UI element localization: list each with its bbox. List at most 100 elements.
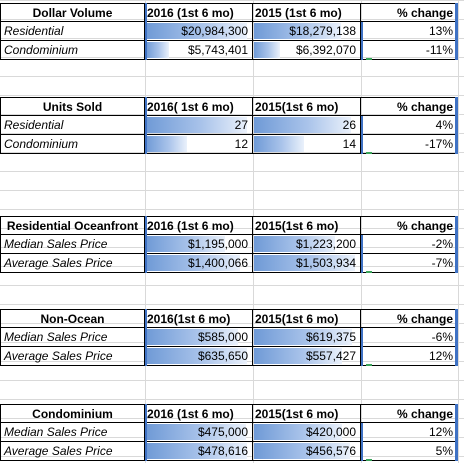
selection-edge [145,404,147,461]
row-label[interactable]: Median Sales Price [0,328,145,347]
value-2016[interactable]: $1,400,066 [145,254,253,273]
column-header-2015[interactable]: 2015 (1st 6 mo) [253,3,361,22]
column-header-change[interactable]: % change [361,216,458,235]
value-2016[interactable]: $1,195,000 [145,235,253,254]
percent-change[interactable]: -11% [361,41,458,60]
table-title[interactable]: Units Sold [0,97,145,116]
value-2015[interactable]: $420,000 [253,423,361,442]
gridline-horizontal [0,380,464,381]
data-bar [254,424,343,440]
value-2016-text: $635,650 [197,349,248,363]
value-2016-text: $1,195,000 [187,237,248,251]
row-label[interactable]: Average Sales Price [0,347,145,366]
percent-change[interactable]: 5% [361,442,458,461]
value-2016-text: $5,743,401 [187,43,248,57]
value-2015[interactable]: $557,427 [253,347,361,366]
value-2015[interactable]: $1,223,200 [253,235,361,254]
column-header-2016[interactable]: 2016 (1st 6 mo) [145,3,253,22]
column-header-change[interactable]: % change [361,404,458,423]
value-2015[interactable]: $619,375 [253,328,361,347]
data-bar [146,424,246,440]
row-label[interactable]: Condominium [0,41,145,60]
gridline-vertical [361,0,362,463]
value-2016[interactable]: $478,616 [145,442,253,461]
column-header-2016[interactable]: 2016(1st 6 mo) [145,309,253,328]
value-2015-text: $420,000 [305,425,356,439]
percent-change[interactable]: -2% [361,235,458,254]
value-2016[interactable]: $5,743,401 [145,41,253,60]
value-2016[interactable]: 12 [145,135,253,154]
table-row: Residential $20,984,300 $18,279,138 13% [0,22,458,41]
value-2016[interactable]: 27 [145,116,253,135]
column-header-2015[interactable]: 2015(1st 6 mo) [253,309,361,328]
gridline-horizontal [0,285,464,286]
value-2015[interactable]: 26 [253,116,361,135]
fill-handle[interactable] [366,459,372,461]
summary-table: Non-Ocean 2016(1st 6 mo) 2015(1st 6 mo)% c… [0,309,458,366]
fill-handle[interactable] [366,152,372,154]
percent-change[interactable]: 13% [361,22,458,41]
value-2016[interactable]: $475,000 [145,423,253,442]
column-header-2016[interactable]: 2016 (1st 6 mo) [145,404,253,423]
row-label[interactable]: Median Sales Price [0,423,145,442]
percent-change[interactable]: -6% [361,328,458,347]
value-2015-text: $557,427 [305,349,356,363]
gridline-horizontal [0,76,464,77]
data-bar [254,255,355,271]
table-row: Median Sales Price $475,000 $420,000 12% [0,423,458,442]
fill-handle[interactable] [366,364,372,366]
selection-edge [145,97,147,154]
gridline-horizontal [0,171,464,172]
value-2015[interactable]: $18,279,138 [253,22,361,41]
selection-edge [361,22,363,60]
percent-change[interactable]: 4% [361,116,458,135]
value-2016[interactable]: $585,000 [145,328,253,347]
column-header-2016[interactable]: 2016 (1st 6 mo) [145,216,253,235]
percent-change[interactable]: 12% [361,423,458,442]
gridline-horizontal [0,304,464,305]
value-2015[interactable]: $456,576 [253,442,361,461]
data-bar [254,236,335,252]
selection-edge [361,116,363,154]
gridline-vertical [253,0,254,463]
row-label[interactable]: Median Sales Price [0,235,145,254]
percent-change[interactable]: 12% [361,347,458,366]
column-header-2015[interactable]: 2015(1st 6 mo) [253,216,361,235]
fill-handle[interactable] [366,58,372,60]
data-bar [146,236,225,252]
row-label[interactable]: Average Sales Price [0,254,145,273]
row-label[interactable]: Average Sales Price [0,442,145,461]
percent-change[interactable]: -7% [361,254,458,273]
table-title[interactable]: Non-Ocean [0,309,145,328]
column-header-2015[interactable]: 2015(1st 6 mo) [253,97,361,116]
row-label[interactable]: Residential [0,22,145,41]
value-2015-text: $619,375 [305,330,356,344]
table-title[interactable]: Condominium [0,404,145,423]
column-header-2015[interactable]: 2015(1st 6 mo) [253,404,361,423]
column-header-change[interactable]: % change [361,309,458,328]
row-label[interactable]: Condominium [0,135,145,154]
table-title[interactable]: Residential Oceanfront [0,216,145,235]
percent-change[interactable]: -17% [361,135,458,154]
data-bar [146,348,247,364]
value-2016[interactable]: $635,650 [145,347,253,366]
table-row: Average Sales Price $478,616 $456,576 5% [0,442,458,461]
data-bar [146,136,188,152]
value-2015-text: $1,223,200 [295,237,356,251]
table-row: Residential 27 26 4% [0,116,458,135]
value-2015[interactable]: 14 [253,135,361,154]
summary-table: Dollar Volume 2016 (1st 6 mo) 2015 (1st 6 … [0,3,458,60]
column-header-2016[interactable]: 2016( 1st 6 mo) [145,97,253,116]
fill-handle[interactable] [366,271,372,273]
gridline-horizontal [0,95,464,96]
value-2015[interactable]: $1,503,934 [253,254,361,273]
table-title[interactable]: Dollar Volume [0,3,145,22]
column-header-change[interactable]: % change [361,97,458,116]
value-2016-text: $475,000 [197,425,248,439]
row-label[interactable]: Residential [0,116,145,135]
column-header-change[interactable]: % change [361,3,458,22]
value-2015[interactable]: $6,392,070 [253,41,361,60]
selection-edge [361,328,363,366]
value-2016[interactable]: $20,984,300 [145,22,253,41]
